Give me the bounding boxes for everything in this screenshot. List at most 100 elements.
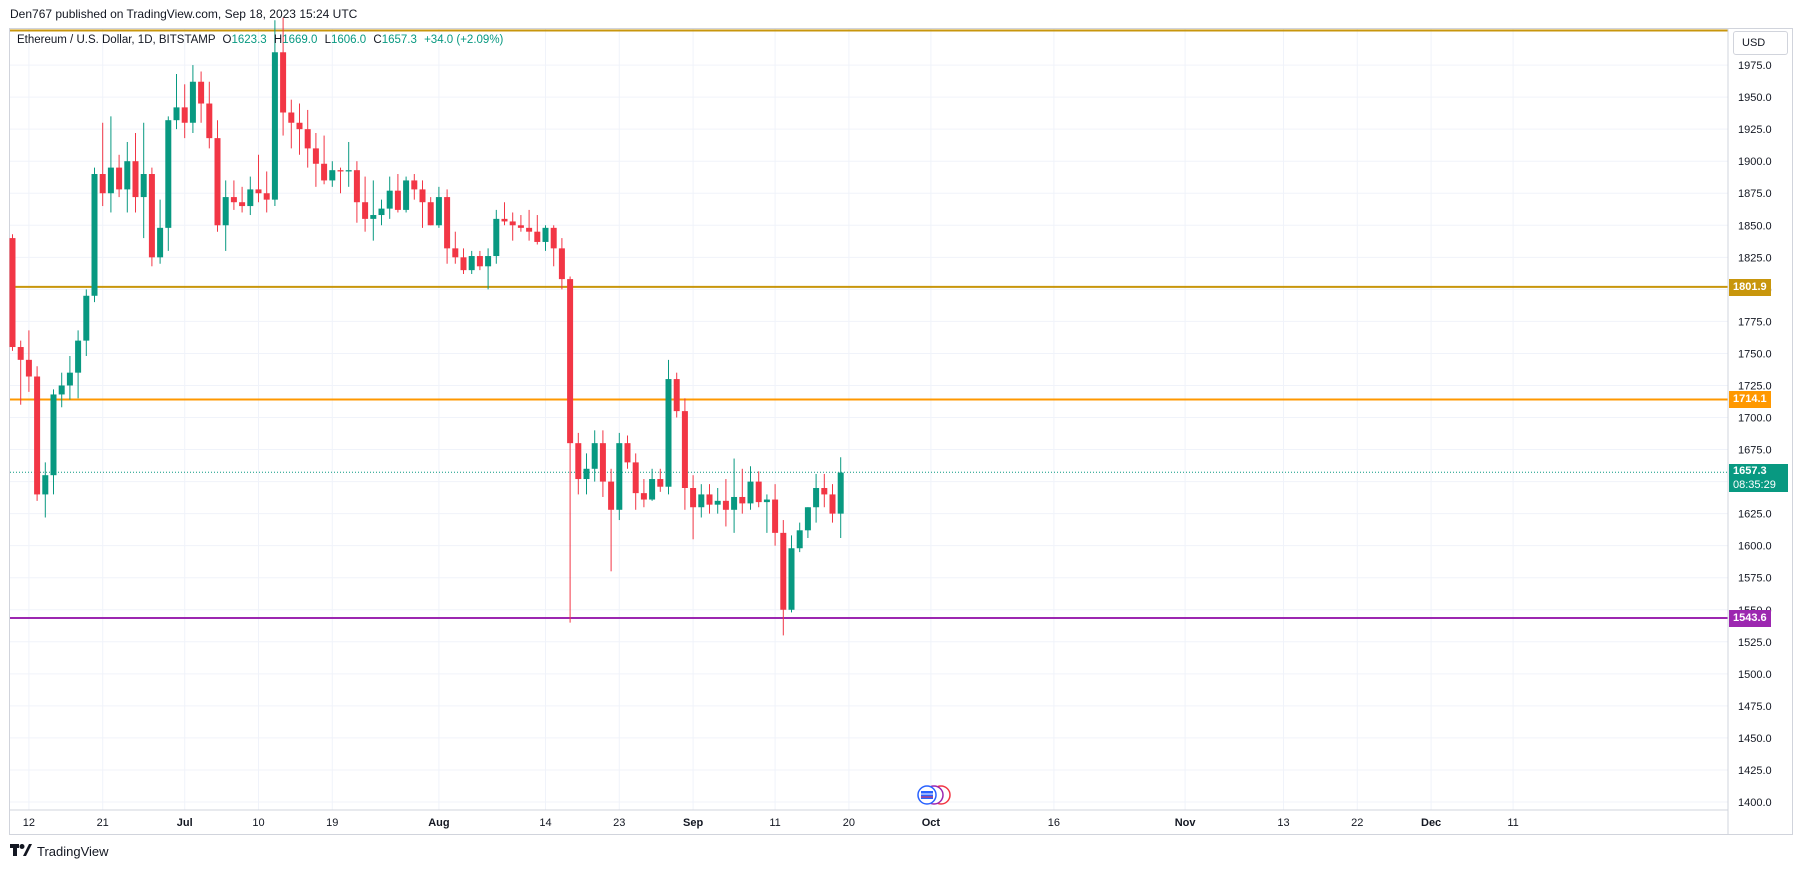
currency-button[interactable]: USD bbox=[1733, 31, 1788, 55]
events-flag-icon bbox=[917, 785, 951, 805]
y-tick-label: 1725.0 bbox=[1738, 380, 1772, 392]
candle-body bbox=[214, 138, 221, 226]
y-tick-label: 1850.0 bbox=[1738, 220, 1772, 232]
candle-body bbox=[690, 488, 697, 508]
candle bbox=[460, 248, 467, 274]
candle bbox=[304, 109, 311, 168]
candle-body bbox=[714, 500, 721, 505]
candle bbox=[567, 276, 574, 623]
candle bbox=[214, 120, 221, 232]
candle bbox=[42, 462, 49, 518]
candle bbox=[575, 432, 582, 495]
candle bbox=[444, 189, 451, 264]
candle-body bbox=[583, 468, 590, 480]
tradingview-brand[interactable]: TradingView bbox=[10, 843, 109, 859]
candle-body bbox=[493, 218, 500, 257]
candle bbox=[714, 488, 721, 514]
candle-body bbox=[247, 189, 254, 207]
candle bbox=[526, 209, 533, 241]
candle bbox=[681, 398, 688, 510]
resistance-1-price-tag: 1801.9 bbox=[1729, 278, 1771, 296]
chart-frame[interactable] bbox=[9, 28, 1793, 835]
candle bbox=[107, 116, 114, 213]
candle bbox=[788, 535, 795, 613]
candle-body bbox=[616, 443, 623, 510]
x-tick-label: 13 bbox=[1277, 817, 1289, 829]
candle-body bbox=[230, 197, 237, 203]
candle bbox=[632, 453, 639, 510]
y-tick-label: 1475.0 bbox=[1738, 701, 1772, 713]
candle-body bbox=[567, 279, 574, 444]
brand-name: TradingView bbox=[37, 843, 109, 859]
candle bbox=[50, 389, 57, 495]
candle-body bbox=[526, 227, 533, 232]
x-tick-label: 11 bbox=[769, 817, 780, 829]
candle bbox=[755, 471, 762, 508]
chart-grid bbox=[10, 29, 1728, 810]
candle-body bbox=[476, 256, 483, 267]
candle bbox=[206, 81, 213, 149]
candle bbox=[9, 234, 16, 351]
x-tick-label: 22 bbox=[1351, 817, 1363, 829]
y-tick-label: 1950.0 bbox=[1738, 92, 1772, 104]
candle-body bbox=[222, 197, 229, 226]
candle-body bbox=[148, 174, 155, 258]
candle bbox=[222, 180, 229, 251]
candle bbox=[403, 176, 410, 213]
candle bbox=[173, 74, 180, 130]
candle bbox=[124, 141, 131, 213]
x-tick-label: Sep bbox=[683, 817, 703, 829]
candle-body bbox=[403, 180, 410, 210]
candle bbox=[747, 466, 754, 510]
y-tick-label: 1575.0 bbox=[1738, 573, 1772, 585]
candle bbox=[148, 167, 155, 267]
symbol-title: Ethereum / U.S. Dollar, 1D, BITSTAMP bbox=[17, 34, 216, 46]
y-tick-label: 1900.0 bbox=[1738, 156, 1772, 168]
candle-body bbox=[772, 499, 779, 533]
candle-body bbox=[75, 340, 82, 373]
candle-body bbox=[353, 170, 360, 203]
candle bbox=[34, 366, 41, 501]
low-value: 1606.0 bbox=[331, 34, 367, 46]
candle-body bbox=[427, 202, 434, 226]
candle-body bbox=[485, 256, 492, 267]
candle-body bbox=[460, 257, 467, 271]
candle bbox=[690, 475, 697, 540]
candle bbox=[378, 199, 385, 226]
candle-body bbox=[624, 443, 631, 463]
candle-body bbox=[132, 161, 139, 198]
candle-body bbox=[337, 170, 344, 172]
candle-body bbox=[722, 500, 729, 510]
x-tick-label: Oct bbox=[922, 817, 941, 829]
candle-body bbox=[9, 238, 16, 348]
candle bbox=[75, 330, 82, 399]
candle bbox=[394, 174, 401, 213]
candle-body bbox=[263, 193, 270, 200]
candle bbox=[829, 484, 836, 523]
candle bbox=[312, 133, 319, 187]
high-label: H bbox=[273, 34, 283, 46]
candle-body bbox=[280, 52, 287, 113]
candle-body bbox=[501, 218, 508, 222]
price-axis: 1975.0 1950.0 1925.0 1900.0 1875.0 1850.0 1825… bbox=[1727, 29, 1772, 834]
candle-body bbox=[165, 120, 172, 228]
candle-body bbox=[419, 189, 426, 203]
candle-body bbox=[813, 488, 820, 508]
candle bbox=[780, 520, 787, 636]
y-tick-label: 1625.0 bbox=[1738, 509, 1772, 521]
candle bbox=[542, 225, 549, 251]
x-tick-label: 19 bbox=[326, 817, 338, 829]
candle bbox=[673, 372, 680, 418]
candle-body bbox=[640, 493, 647, 500]
candle-body bbox=[255, 189, 262, 194]
candle bbox=[435, 186, 442, 228]
candle bbox=[517, 215, 524, 232]
y-tick-label: 1425.0 bbox=[1738, 765, 1772, 777]
candle bbox=[485, 248, 492, 290]
y-tick-label: 1675.0 bbox=[1738, 445, 1772, 457]
x-tick-label: Nov bbox=[1175, 817, 1197, 829]
candle bbox=[837, 457, 844, 538]
candle-body bbox=[632, 462, 639, 494]
candle bbox=[91, 167, 98, 303]
